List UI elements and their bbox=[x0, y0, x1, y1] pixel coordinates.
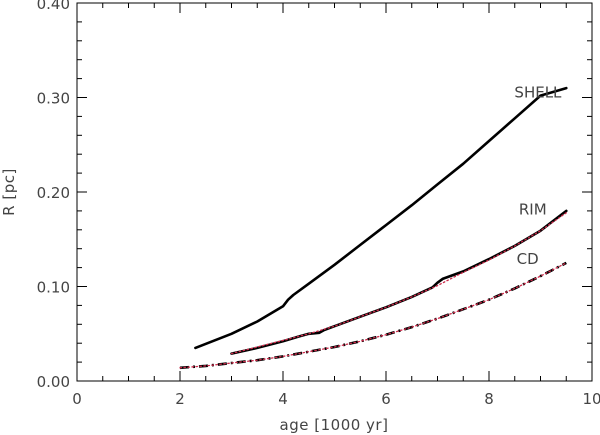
series-label-cd: CD bbox=[517, 250, 539, 268]
x-tick-label: 10 bbox=[582, 390, 600, 408]
x-tick-label: 2 bbox=[175, 390, 185, 408]
series-label-shell: SHELL bbox=[514, 84, 562, 102]
series-line-dotted-4 bbox=[179, 262, 567, 369]
x-tick-label: 4 bbox=[278, 390, 288, 408]
x-tick-label: 0 bbox=[72, 390, 82, 408]
plot-frame bbox=[76, 2, 593, 382]
series-label-rim: RIM bbox=[519, 201, 547, 219]
series-line-dotted-2 bbox=[230, 212, 567, 355]
y-tick-label: 0.00 bbox=[37, 373, 70, 391]
x-tick-label: 6 bbox=[381, 390, 391, 408]
series-group bbox=[179, 86, 568, 370]
x-axis-title: age [1000 yr] bbox=[280, 416, 389, 434]
x-tick-label: 8 bbox=[484, 390, 494, 408]
series-line-shell bbox=[194, 86, 568, 350]
tick-labels: 0 2 4 6 8 10 0.00 0.10 0.20 0.30 0.40 bbox=[37, 0, 600, 408]
axis-ticks bbox=[76, 2, 593, 382]
y-tick-label: 0.10 bbox=[37, 279, 70, 297]
y-axis-title: R [pc] bbox=[0, 168, 18, 216]
y-tick-label: 0.30 bbox=[37, 90, 70, 108]
series-labels: SHELL RIM CD bbox=[514, 84, 562, 268]
y-tick-label: 0.40 bbox=[37, 0, 70, 13]
y-tick-label: 0.20 bbox=[37, 184, 70, 202]
